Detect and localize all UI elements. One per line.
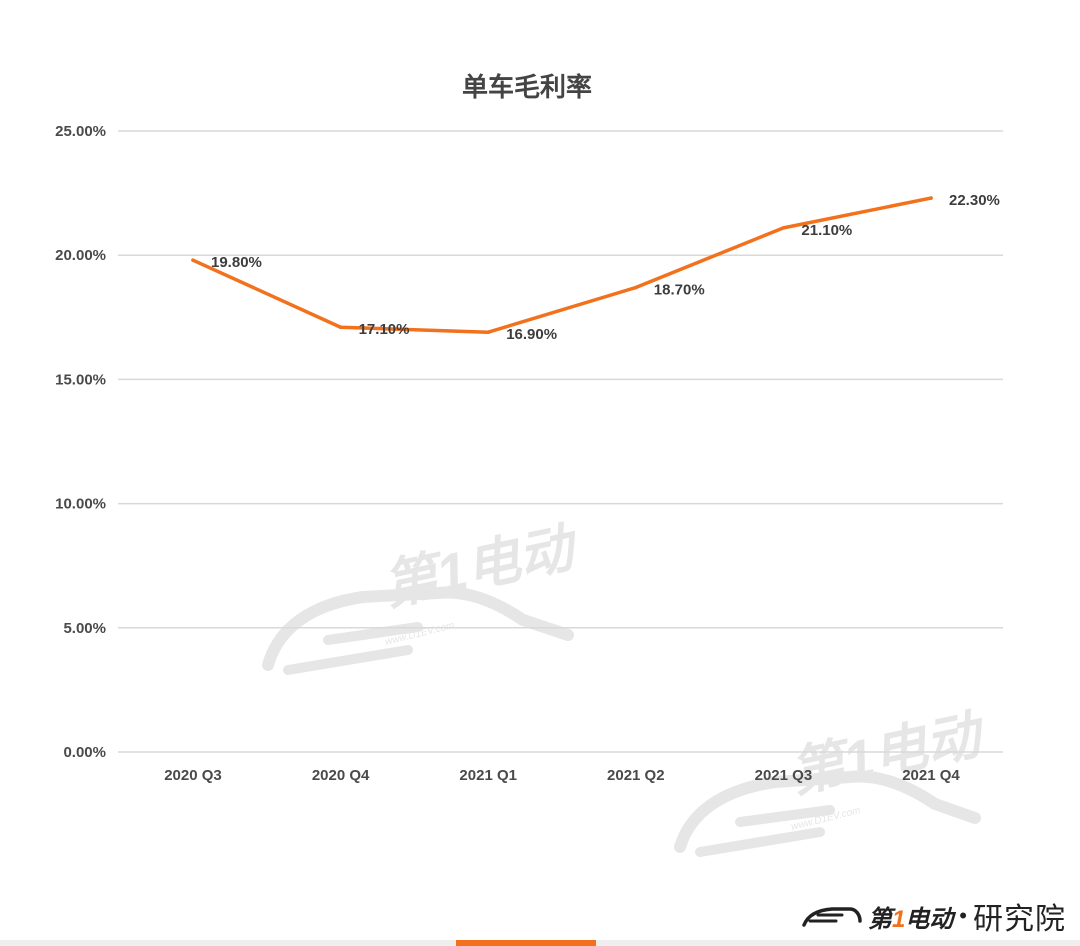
chart-title: 单车毛利率 bbox=[462, 72, 592, 102]
watermark-car-icon bbox=[674, 770, 981, 853]
x-tick-label: 2021 Q2 bbox=[607, 767, 665, 784]
data-point bbox=[929, 196, 933, 200]
grid-lines bbox=[118, 130, 1003, 753]
y-tick-label: 25.00% bbox=[55, 123, 106, 140]
data-point bbox=[191, 258, 195, 262]
y-axis-ticks: 0.00% 5.00% 10.00% 15.00% 20.00% 25.00% bbox=[55, 123, 106, 761]
watermark-text: 第1电动 bbox=[785, 704, 992, 804]
data-label: 18.70% bbox=[654, 281, 705, 298]
footer-logo: 第1电动 • 研究院 bbox=[802, 896, 1066, 936]
x-tick-label: 2021 Q1 bbox=[459, 767, 517, 784]
data-point bbox=[634, 285, 638, 290]
x-tick-label: 2020 Q3 bbox=[164, 767, 222, 784]
footer-dot: • bbox=[959, 903, 967, 928]
x-tick-label: 2020 Q4 bbox=[312, 767, 370, 784]
car-logo-icon bbox=[802, 907, 862, 927]
watermark-car-base bbox=[283, 622, 423, 675]
data-label: 17.10% bbox=[359, 321, 410, 338]
data-label: 22.30% bbox=[949, 192, 1000, 209]
watermark: 第1电动 www.D1EV.com bbox=[262, 517, 585, 675]
watermark-car-base bbox=[695, 805, 835, 857]
y-tick-label: 0.00% bbox=[63, 744, 106, 761]
y-tick-label: 20.00% bbox=[55, 247, 106, 264]
x-tick-label: 2021 Q3 bbox=[755, 767, 813, 784]
y-tick-label: 5.00% bbox=[63, 620, 106, 637]
footer-suffix: 研究院 bbox=[973, 903, 1066, 936]
data-point bbox=[486, 330, 491, 335]
series-line bbox=[191, 196, 933, 334]
series-layer bbox=[191, 196, 933, 335]
x-axis-ticks: 2020 Q3 2020 Q4 2021 Q1 2021 Q2 2021 Q3 2021 … bbox=[164, 767, 960, 784]
data-point bbox=[338, 325, 343, 330]
watermark-car-icon bbox=[262, 586, 574, 671]
y-tick-label: 15.00% bbox=[55, 371, 106, 388]
data-labels: 19.80% 17.10% 16.90% 18.70% 21.10% 22.30% bbox=[211, 192, 1000, 343]
data-label: 16.90% bbox=[506, 326, 557, 343]
y-tick-label: 10.00% bbox=[55, 496, 106, 513]
data-label: 19.80% bbox=[211, 254, 262, 271]
bottom-accent-bar bbox=[456, 940, 596, 946]
x-tick-label: 2021 Q4 bbox=[902, 767, 960, 784]
footer-brand: 第1电动 bbox=[867, 905, 954, 933]
data-point bbox=[781, 226, 786, 230]
data-label: 21.10% bbox=[801, 222, 852, 239]
